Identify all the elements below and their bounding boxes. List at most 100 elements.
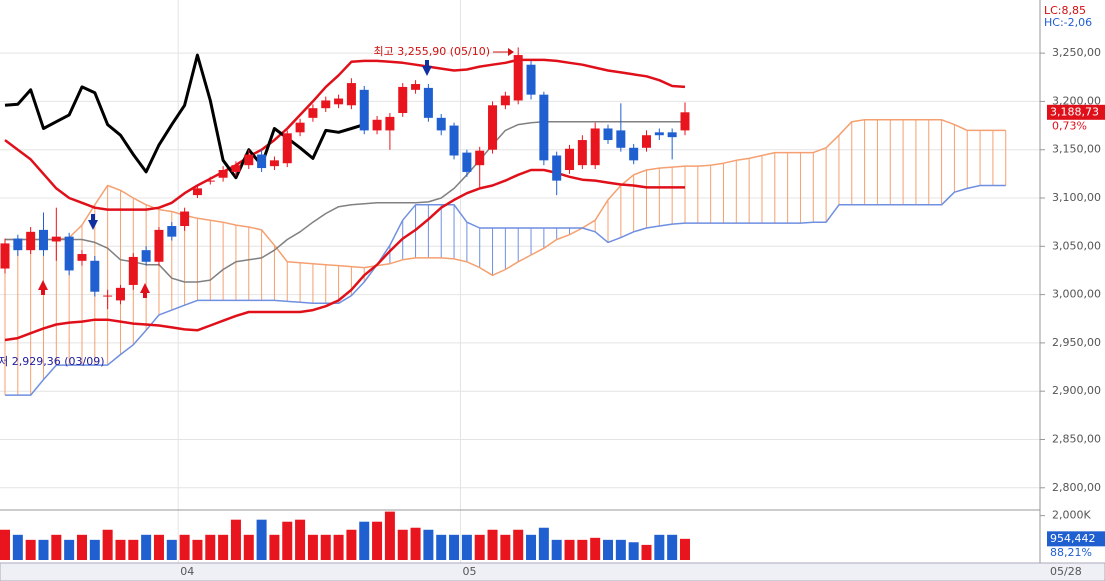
candle-body [269,160,279,167]
candle-body [667,132,677,138]
candle-body [411,84,421,90]
volume-bar [230,519,241,560]
indicator-line [4,168,685,342]
volume-bar [102,529,113,560]
volume-bar [628,542,639,560]
x-tick-label: 04 [180,565,194,578]
candle-body [475,150,485,166]
sell-signal [422,66,432,76]
buy-signal [38,280,48,290]
volume-bar [192,539,203,560]
volume-bar [615,539,626,560]
date-label: 05/28 [1050,565,1082,578]
volume-bar [38,539,49,560]
volume-bar [64,539,75,560]
volume-bar [667,534,678,560]
indicator-line [4,53,365,180]
plot [0,47,1007,560]
candle-body [513,55,523,101]
y-tick-label: 2,850,00 [1052,432,1101,445]
indicator-line [5,120,685,283]
candle-body [167,226,177,237]
volume-bar [500,534,511,560]
y-tick-label: 3,150,00 [1052,143,1101,156]
volume-bar [153,534,164,560]
volume-bar [410,527,421,560]
volume-bar [654,534,665,560]
grid [0,0,1040,563]
volume-bar [166,539,177,560]
volume-bar [423,529,434,560]
volume-bar [51,534,62,560]
volume-bar [384,511,395,560]
volume-bar [603,539,614,560]
candle-body [192,188,202,196]
volume-bar [359,521,370,560]
candle-body [0,243,10,269]
candle-body [77,254,87,261]
volume-bar [295,519,306,560]
volume-bar [0,529,10,560]
candle-body [539,94,549,161]
y-tick-label: 2,900,00 [1052,384,1101,397]
y-tick-label: 3,050,00 [1052,239,1101,252]
y-tick-label: 3,200,00 [1052,94,1101,107]
volume-bar [243,534,254,560]
y-axis: 2,800,00 2,850,00 2,900,00 2,950,00 3,000,00… [180,46,1101,578]
buy-signal [140,283,150,293]
candle-body [180,211,190,227]
y-tick-label: 2,950,00 [1052,336,1101,349]
candle-body [103,295,113,297]
candle-body [346,83,356,106]
volume-bar [461,534,472,560]
x-tick-label: 05 [462,565,476,578]
candle-body [565,148,575,170]
candle-body [603,128,613,141]
volume-bar [115,539,126,560]
candle-body [128,256,138,285]
candle-body [231,165,241,172]
volume-bar [282,521,293,560]
y-tick-label: 2,800,00 [1052,481,1101,494]
leading-span [5,119,1006,277]
candle-body [295,122,305,133]
candle-body [90,260,100,292]
volume-bar [205,534,216,560]
candle-body [244,154,254,166]
lc-label: LC:8,85 [1044,4,1086,17]
volume-bar [89,539,100,560]
candle-body [282,133,292,164]
high-annotation: 최고 3,255,90 (05/10) [373,45,490,58]
volume-ratio: 88,21% [1050,546,1092,559]
volume-bar [590,537,601,560]
candle-body [449,125,459,156]
candle-body [141,250,151,262]
change-label: 0,73% [1052,119,1087,132]
volume-bar [141,534,152,560]
candle-body [38,229,48,251]
candle-body [334,98,344,105]
candle-body [154,229,164,262]
volume-bar [372,521,383,560]
volume-bar [333,534,344,560]
volume-bar [269,534,280,560]
volume-bar [76,534,87,560]
price-tag [1047,104,1105,120]
volume-bar [551,539,562,560]
candle-body [372,119,382,131]
candle-body [257,154,267,169]
candle-body [642,135,651,148]
volume-tag [1047,531,1105,547]
candle-body [64,236,74,271]
volume-bar [474,534,485,560]
candle-body [500,95,510,106]
sell-signal [91,214,95,221]
volume-bar [12,534,23,560]
volume-bar [449,534,460,560]
volume-bar [513,529,524,560]
last-volume: 954,442 [1050,532,1096,545]
annotation-arrow [508,48,514,56]
